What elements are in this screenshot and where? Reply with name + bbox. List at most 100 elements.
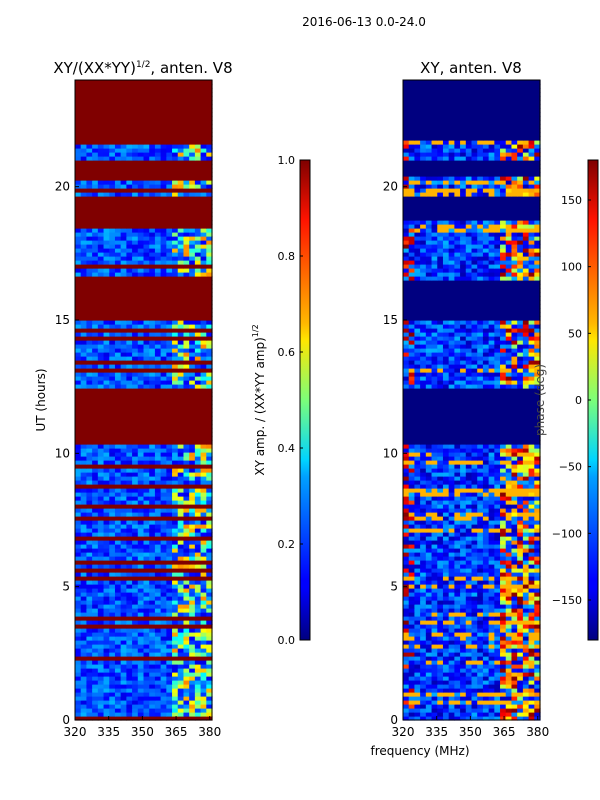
heatmap-cell: [437, 668, 444, 673]
heatmap-cell: [160, 236, 167, 241]
heatmap-cell: [137, 224, 145, 229]
heatmap-cell: [109, 608, 116, 613]
heatmap-cell: [177, 316, 185, 321]
heatmap-cell: [75, 412, 82, 417]
heatmap-cell: [132, 88, 139, 93]
heatmap-cell: [109, 324, 116, 329]
heatmap-cell: [172, 684, 179, 689]
heatmap-cell: [206, 448, 213, 453]
heatmap-cell: [166, 360, 173, 365]
heatmap-cell: [200, 300, 207, 305]
heatmap-cell: [189, 576, 196, 581]
heatmap-cell: [454, 716, 461, 721]
heatmap-cell: [154, 660, 162, 665]
heatmap-cell: [183, 212, 190, 217]
heatmap-cell: [511, 652, 518, 657]
heatmap-cell: [92, 328, 99, 333]
heatmap-cell: [75, 236, 82, 241]
heatmap-cell: [154, 228, 162, 233]
heatmap-cell: [494, 660, 501, 665]
heatmap-cell: [517, 664, 524, 669]
heatmap-cell: [80, 112, 88, 117]
heatmap-cell: [75, 548, 82, 553]
heatmap-cell: [132, 604, 139, 609]
heatmap-cell: [120, 656, 127, 661]
heatmap-cell: [465, 592, 473, 597]
heatmap-cell: [109, 452, 116, 457]
heatmap-cell: [517, 584, 524, 589]
heatmap-cell: [143, 664, 150, 669]
heatmap-cell: [143, 712, 150, 717]
heatmap-cell: [109, 644, 116, 649]
heatmap-cell: [109, 572, 116, 577]
heatmap-cell: [92, 548, 99, 553]
heatmap-cell: [494, 644, 501, 649]
heatmap-cell: [431, 560, 438, 565]
heatmap-cell: [154, 716, 162, 721]
heatmap-cell: [97, 540, 105, 545]
heatmap-cell: [103, 508, 110, 513]
heatmap-cell: [172, 296, 179, 301]
heatmap-cell: [103, 656, 110, 661]
heatmap-cell: [454, 540, 461, 545]
heatmap-cell: [75, 408, 82, 413]
heatmap-cell: [143, 112, 150, 117]
heatmap-cell: [120, 200, 127, 205]
heatmap-cell: [189, 464, 196, 469]
heatmap-cell: [92, 336, 99, 341]
heatmap-cell: [80, 244, 88, 249]
heatmap-cell: [149, 460, 156, 465]
heatmap-cell: [109, 124, 116, 129]
heatmap-cell: [149, 348, 156, 353]
heatmap-cell: [488, 640, 495, 645]
heatmap-cell: [206, 472, 213, 477]
heatmap-cell: [206, 280, 213, 285]
heatmap-cell: [189, 228, 196, 233]
heatmap-cell: [528, 644, 535, 649]
heatmap-cell: [460, 540, 467, 545]
heatmap-cell: [132, 156, 139, 161]
heatmap-cell: [126, 176, 133, 181]
heatmap-cell: [431, 632, 438, 637]
heatmap-cell: [160, 288, 167, 293]
heatmap-cell: [86, 260, 93, 265]
heatmap-cell: [425, 608, 433, 613]
heatmap-cell: [200, 384, 207, 389]
heatmap-cell: [194, 216, 202, 221]
heatmap-cell: [172, 512, 179, 517]
heatmap-cell: [425, 620, 433, 625]
heatmap-cell: [92, 272, 99, 277]
heatmap-cell: [103, 116, 110, 121]
heatmap-cell: [103, 328, 110, 333]
heatmap-cell: [471, 688, 478, 693]
heatmap-cell: [154, 136, 162, 141]
heatmap-cell: [103, 600, 110, 605]
heatmap-cell: [166, 92, 173, 97]
heatmap-cell: [183, 464, 190, 469]
heatmap-cell: [183, 256, 190, 261]
heatmap-cell: [425, 652, 433, 657]
heatmap-cell: [189, 80, 196, 85]
heatmap-cell: [132, 284, 139, 289]
heatmap-cell: [465, 576, 473, 581]
heatmap-cell: [206, 192, 213, 197]
heatmap-cell: [189, 588, 196, 593]
heatmap-cell: [154, 536, 162, 541]
heatmap-cell: [431, 696, 438, 701]
heatmap-cell: [120, 124, 127, 129]
heatmap-cell: [132, 356, 139, 361]
heatmap-cell: [194, 608, 202, 613]
heatmap-cell: [200, 392, 207, 397]
heatmap-cell: [448, 572, 455, 577]
heatmap-cell: [75, 616, 82, 621]
heatmap-cell: [149, 128, 156, 133]
heatmap-cell: [75, 532, 82, 537]
heatmap-cell: [92, 104, 99, 109]
heatmap-cell: [97, 268, 105, 273]
heatmap-cell: [114, 332, 122, 337]
heatmap-cell: [172, 516, 179, 521]
heatmap-cell: [194, 568, 202, 573]
heatmap-cell: [177, 564, 185, 569]
heatmap-cell: [86, 220, 93, 225]
heatmap-cell: [166, 180, 173, 185]
